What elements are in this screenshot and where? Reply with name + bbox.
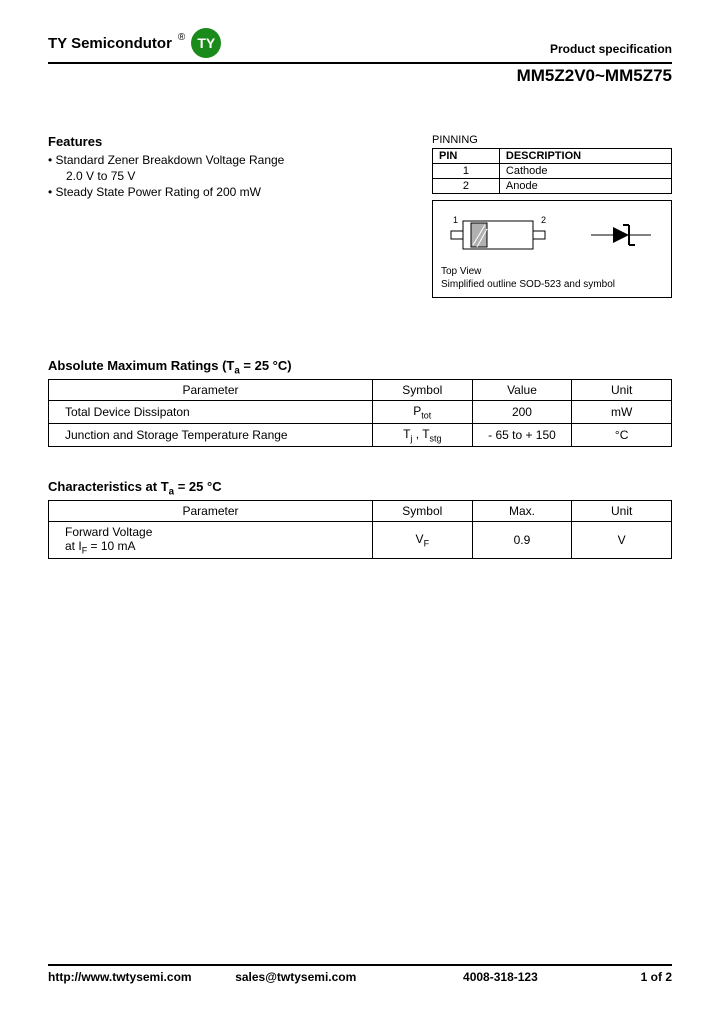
title-text: Absolute Maximum Ratings (T — [48, 358, 234, 373]
footer-url: http://www.twtysemi.com — [48, 970, 235, 984]
brand-name: TY Semicondutor — [48, 35, 172, 52]
package-diagram-box: 1 2 Top View Simplified outline SOD-523 … — [432, 200, 672, 298]
table-row: Total Device Dissipaton Ptot 200 mW — [49, 400, 672, 423]
title-text: Characteristics at T — [48, 479, 169, 494]
col-header: Parameter — [49, 379, 373, 400]
pinning-table: PIN DESCRIPTION 1 Cathode 2 Anode — [432, 148, 672, 194]
sym-sub: stg — [430, 433, 442, 443]
sym: V — [416, 532, 424, 546]
abs-max-title: Absolute Maximum Ratings (Ta = 25 °C) — [48, 358, 672, 377]
pin1-label: 1 — [453, 215, 458, 225]
caption-line: Simplified outline SOD-523 and symbol — [441, 279, 615, 290]
table-row: 1 Cathode — [433, 164, 672, 179]
header-rule — [48, 62, 672, 64]
param-cell: Junction and Storage Temperature Range — [49, 423, 373, 446]
feature-item: • Steady State Power Rating of 200 mW — [48, 185, 404, 199]
table-row: PIN DESCRIPTION — [433, 149, 672, 164]
param-line: Forward Voltage — [65, 525, 152, 539]
param-cell: Total Device Dissipaton — [49, 400, 373, 423]
col-header: Unit — [572, 379, 672, 400]
pin-cell: 2 — [433, 179, 500, 194]
sym-sub: tot — [421, 410, 431, 420]
table-row: Parameter Symbol Max. Unit — [49, 500, 672, 521]
value-cell: - 65 to + 150 — [472, 423, 572, 446]
title-text: = 25 °C — [174, 479, 221, 494]
footer: http://www.twtysemi.com sales@twtysemi.c… — [48, 964, 672, 984]
col-header: Symbol — [372, 500, 472, 521]
table-row: Parameter Symbol Value Unit — [49, 379, 672, 400]
footer-phone: 4008-318-123 — [422, 970, 578, 984]
param-line: = 10 mA — [87, 539, 135, 553]
col-header: Max. — [472, 500, 572, 521]
brand-logo-icon: TY — [191, 28, 221, 58]
unit-cell: V — [572, 521, 672, 558]
footer-rule — [48, 964, 672, 966]
pinning-title: PINNING — [432, 134, 672, 146]
param-cell: Forward Voltage at IF = 10 mA — [49, 521, 373, 558]
main-row: Features • Standard Zener Breakdown Volt… — [48, 134, 672, 298]
value-cell: 200 — [472, 400, 572, 423]
pin-cell: 1 — [433, 164, 500, 179]
desc-cell: Cathode — [499, 164, 671, 179]
unit-cell: mW — [572, 400, 672, 423]
symbol-cell: Tj , Tstg — [372, 423, 472, 446]
symbol-cell: Ptot — [372, 400, 472, 423]
pinning-section: PINNING PIN DESCRIPTION 1 Cathode 2 Anod… — [432, 134, 672, 298]
spec-label: Product specification — [550, 42, 672, 56]
characteristics-title: Characteristics at Ta = 25 °C — [48, 479, 672, 498]
sym-sub: F — [424, 538, 430, 548]
col-header: Value — [472, 379, 572, 400]
col-header: Parameter — [49, 500, 373, 521]
features-title: Features — [48, 134, 404, 149]
feature-item: • Standard Zener Breakdown Voltage Range — [48, 153, 404, 167]
unit-cell: °C — [572, 423, 672, 446]
caption-line: Top View — [441, 266, 481, 277]
abs-max-table: Parameter Symbol Value Unit Total Device… — [48, 379, 672, 448]
table-row: Junction and Storage Temperature Range T… — [49, 423, 672, 446]
pin2-label: 2 — [541, 215, 546, 225]
brand: TY Semicondutor ® TY — [48, 28, 221, 58]
footer-email: sales@twtysemi.com — [235, 970, 422, 984]
desc-cell: Anode — [499, 179, 671, 194]
part-number: MM5Z2V0~MM5Z75 — [48, 66, 672, 86]
registered-mark: ® — [178, 32, 185, 43]
package-caption: Top View Simplified outline SOD-523 and … — [441, 265, 663, 291]
sym: , T — [412, 427, 429, 441]
title-text: = 25 °C) — [240, 358, 292, 373]
col-header: Symbol — [372, 379, 472, 400]
symbol-cell: VF — [372, 521, 472, 558]
header: TY Semicondutor ® TY Product specificati… — [48, 28, 672, 58]
table-row: 2 Anode — [433, 179, 672, 194]
value-cell: 0.9 — [472, 521, 572, 558]
features-section: Features • Standard Zener Breakdown Volt… — [48, 134, 404, 298]
characteristics-table: Parameter Symbol Max. Unit Forward Volta… — [48, 500, 672, 559]
desc-col-header: DESCRIPTION — [499, 149, 671, 164]
table-row: Forward Voltage at IF = 10 mA VF 0.9 V — [49, 521, 672, 558]
feature-item: 2.0 V to 75 V — [48, 169, 404, 183]
param-line: at I — [65, 539, 82, 553]
col-header: Unit — [572, 500, 672, 521]
footer-page: 1 of 2 — [578, 970, 672, 984]
package-diagram-icon: 1 2 — [441, 211, 661, 259]
footer-row: http://www.twtysemi.com sales@twtysemi.c… — [48, 970, 672, 984]
pin-col-header: PIN — [433, 149, 500, 164]
